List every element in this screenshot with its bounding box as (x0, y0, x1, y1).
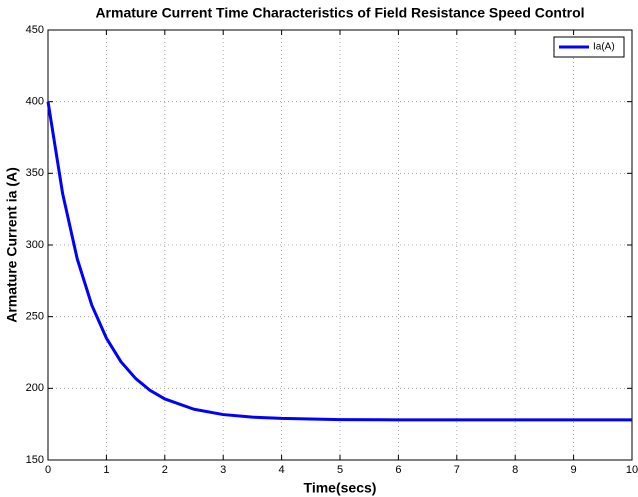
x-tick-label: 10 (626, 464, 638, 476)
y-axis-label: Armature Current ia (A) (4, 167, 20, 323)
y-tick-label: 150 (26, 454, 44, 466)
x-tick-label: 7 (454, 464, 460, 476)
x-tick-label: 2 (162, 464, 168, 476)
x-tick-label: 3 (220, 464, 226, 476)
plot-frame (47, 29, 633, 461)
x-tick-label: 1 (103, 464, 109, 476)
chart-title: Armature Current Time Characteristics of… (95, 5, 584, 21)
x-tick-label: 9 (571, 464, 577, 476)
x-tick-label: 6 (395, 464, 401, 476)
data-line (46, 101, 632, 422)
y-tick-label: 300 (26, 239, 44, 251)
x-axis-label: Time(secs) (304, 480, 377, 496)
y-tick-label: 400 (26, 96, 44, 108)
y-tick-label: 450 (26, 24, 44, 36)
x-tick-label: 8 (512, 464, 518, 476)
y-tick-label: 350 (26, 167, 44, 179)
x-tick-label: 5 (337, 464, 343, 476)
y-tick-label: 200 (26, 382, 44, 394)
x-tick-label: 0 (45, 464, 51, 476)
legend-label: Ia(A) (593, 42, 615, 53)
x-tick-label: 4 (279, 464, 285, 476)
y-tick-label: 250 (26, 311, 44, 323)
